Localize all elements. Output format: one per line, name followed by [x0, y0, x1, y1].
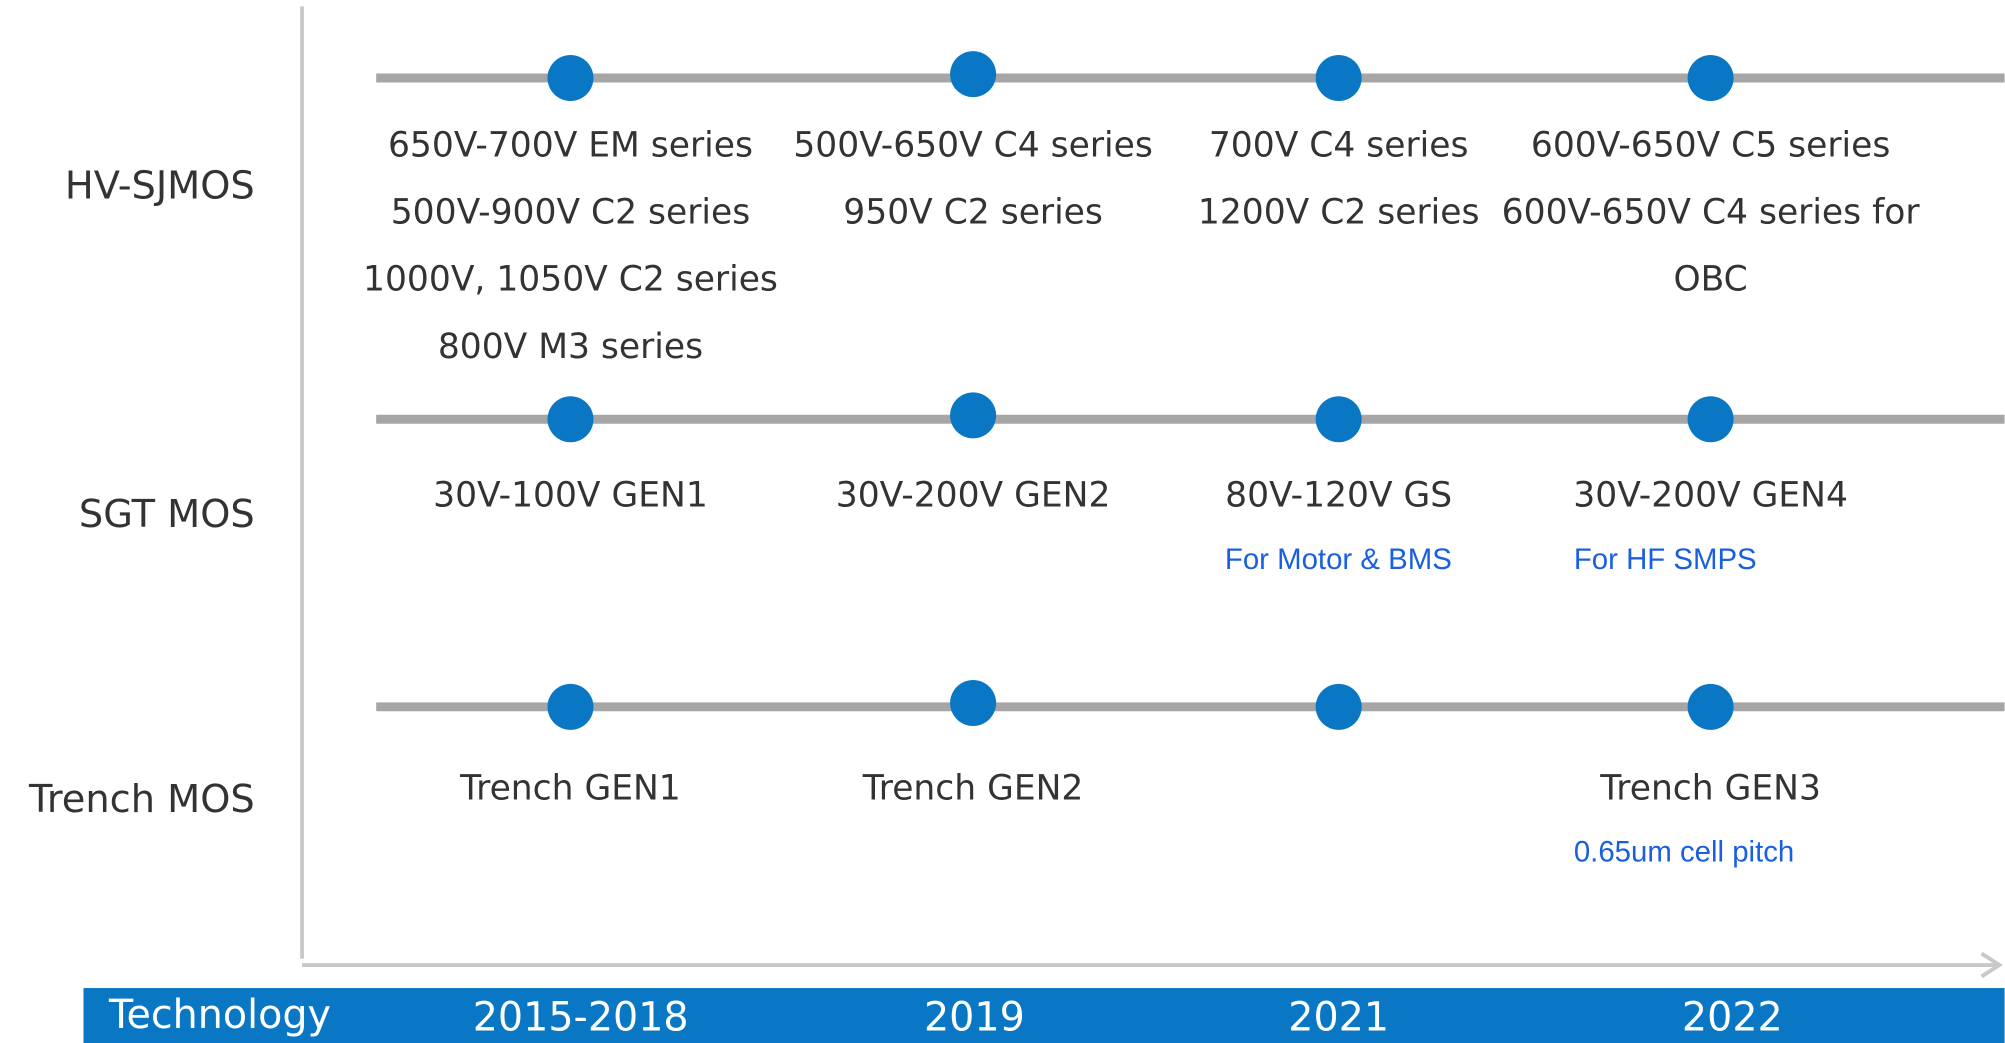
item-note: 0.65um cell pitch — [1574, 836, 1794, 869]
item-text: Trench GEN3 — [1599, 768, 1821, 808]
item-text: 500V-650V C4 series — [793, 125, 1152, 165]
milestone-dot — [547, 683, 594, 730]
milestone-dot — [1315, 396, 1362, 443]
row-label: HV-SJMOS — [65, 163, 255, 208]
milestone-dot — [1687, 683, 1734, 730]
item-note: For Motor & BMS — [1225, 543, 1452, 576]
footer-bar — [83, 988, 2005, 1043]
item-text: 950V C2 series — [843, 193, 1103, 233]
item-text: Trench GEN1 — [459, 768, 681, 808]
milestone-dot — [547, 396, 594, 443]
milestone-dot — [1687, 396, 1734, 443]
item-text: 600V-650V C4 series for — [1502, 193, 1921, 233]
item-text: 80V-120V GS — [1225, 476, 1452, 516]
item-text: 650V-700V EM series — [388, 125, 753, 165]
item-text: 500V-900V C2 series — [391, 193, 750, 233]
column-year: 2019 — [924, 994, 1025, 1040]
milestone-dot — [950, 51, 997, 98]
axis-label: Technology — [108, 992, 331, 1038]
item-text: 1200V C2 series — [1198, 193, 1480, 233]
row-label: SGT MOS — [79, 492, 255, 537]
item-note: For HF SMPS — [1574, 543, 1757, 576]
item-text: 600V-650V C5 series — [1531, 125, 1890, 165]
item-text: 700V C4 series — [1209, 125, 1469, 165]
item-text: 30V-100V GEN1 — [433, 476, 708, 516]
column-year: 2022 — [1682, 994, 1783, 1040]
milestone-dot — [950, 679, 997, 727]
milestone-dot — [1315, 683, 1362, 730]
milestone-dot — [1687, 54, 1734, 101]
milestone-dot — [547, 54, 594, 101]
column-year: 2015-2018 — [473, 994, 689, 1040]
row-label: Trench MOS — [28, 777, 255, 822]
axis-arrow — [1980, 951, 2004, 979]
column-year: 2021 — [1288, 994, 1389, 1040]
milestone-dot — [950, 392, 997, 439]
milestone-dot — [1315, 54, 1362, 101]
item-text: OBC — [1673, 260, 1747, 300]
item-text: 30V-200V GEN2 — [836, 476, 1111, 516]
item-text: Trench GEN2 — [862, 768, 1084, 808]
item-text: 1000V, 1050V C2 series — [363, 260, 778, 300]
item-text: 800V M3 series — [438, 327, 703, 367]
item-text: 30V-200V GEN4 — [1573, 476, 1848, 516]
